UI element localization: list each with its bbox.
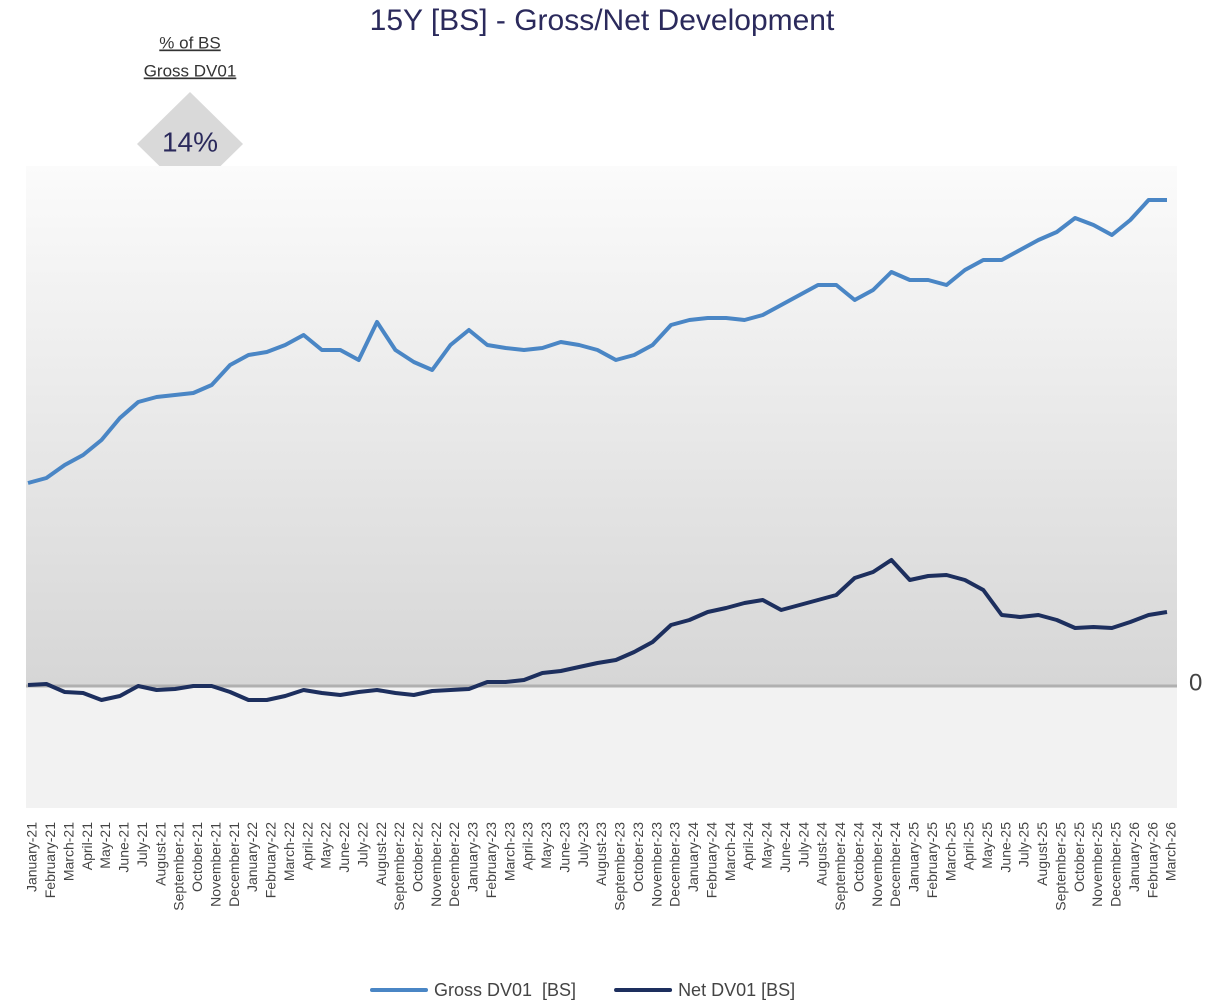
x-tick-label: November-21 — [207, 822, 223, 907]
x-tick-label: July-23 — [575, 822, 591, 867]
x-tick-label: September-25 — [1052, 822, 1068, 911]
x-tick-label: March-21 — [60, 822, 76, 881]
x-tick-label: April-25 — [961, 822, 977, 870]
chart-title: 15Y [BS] - Gross/Net Development — [370, 4, 835, 37]
x-tick-label: August-25 — [1034, 822, 1050, 886]
x-tick-label: August-23 — [593, 822, 609, 886]
x-tick-label: September-21 — [171, 822, 187, 911]
x-tick-label: December-23 — [667, 822, 683, 907]
x-tick-label: February-22 — [263, 822, 279, 898]
x-tick-label: October-22 — [409, 822, 425, 892]
x-tick-label: February-21 — [42, 822, 58, 898]
x-tick-label: May-23 — [538, 822, 554, 869]
x-tick-label: May-25 — [979, 822, 995, 869]
x-tick-label: January-22 — [244, 822, 260, 892]
x-tick-label: December-21 — [226, 822, 242, 907]
x-tick-label: March-26 — [1163, 822, 1179, 881]
x-tick-label: December-22 — [446, 822, 462, 907]
x-tick-label: February-24 — [703, 822, 719, 898]
x-tick-label: March-24 — [722, 822, 738, 881]
x-tick-label: September-24 — [832, 822, 848, 911]
x-tick-label: February-26 — [1144, 822, 1160, 898]
kpi-label: Gross DV01 — [144, 61, 237, 80]
series-line — [27, 198, 1167, 485]
x-tick-label: April-24 — [740, 822, 756, 870]
x-tick-label: March-22 — [281, 822, 297, 881]
x-tick-label: November-25 — [1089, 822, 1105, 907]
x-tick-label: February-23 — [483, 822, 499, 898]
x-tick-label: April-23 — [520, 822, 536, 870]
x-tick-label: August-22 — [373, 822, 389, 886]
x-tick-label: October-24 — [850, 822, 866, 892]
x-tick-label: December-24 — [887, 822, 903, 907]
x-tick-label: July-25 — [1016, 822, 1032, 867]
x-tick-label: January-25 — [906, 822, 922, 892]
x-tick-label: December-25 — [1108, 822, 1124, 907]
x-tick-label: May-22 — [318, 822, 334, 869]
plot-area-upper — [26, 166, 1177, 686]
x-tick-label: April-21 — [79, 822, 95, 870]
kpi-value: 14% — [162, 126, 218, 157]
x-tick-label: January-21 — [24, 822, 40, 892]
plot-area-lower — [26, 686, 1177, 808]
x-tick-label: October-25 — [1071, 822, 1087, 892]
x-tick-label: September-23 — [612, 822, 628, 911]
x-tick-label: June-23 — [556, 822, 572, 873]
x-tick-label: January-23 — [465, 822, 481, 892]
x-tick-label: August-21 — [152, 822, 168, 886]
legend-label: Gross DV01 [BS] — [434, 980, 576, 1000]
x-tick-label: November-22 — [428, 822, 444, 907]
x-tick-label: February-25 — [924, 822, 940, 898]
y-tick-label: 0 — [1189, 669, 1202, 696]
x-tick-label: October-23 — [630, 822, 646, 892]
x-tick-label: October-21 — [189, 822, 205, 892]
x-tick-label: July-22 — [354, 822, 370, 867]
x-tick-label: July-24 — [795, 822, 811, 867]
x-tick-label: June-25 — [997, 822, 1013, 873]
x-tick-label: November-24 — [869, 822, 885, 907]
series-line — [27, 558, 1168, 702]
x-tick-label: January-26 — [1126, 822, 1142, 892]
x-tick-label: September-22 — [391, 822, 407, 911]
x-tick-label: March-25 — [942, 822, 958, 881]
kpi-label: % of BS — [159, 33, 220, 52]
x-tick-label: March-23 — [501, 822, 517, 881]
x-tick-label: June-24 — [777, 822, 793, 873]
x-tick-label: May-21 — [97, 822, 113, 869]
x-tick-label: August-24 — [814, 822, 830, 886]
x-tick-label: November-23 — [648, 822, 664, 907]
legend-label: Net DV01 [BS] — [678, 980, 795, 1000]
x-tick-label: June-22 — [336, 822, 352, 873]
x-tick-label: July-21 — [134, 822, 150, 867]
x-tick-label: January-24 — [685, 822, 701, 892]
x-tick-label: June-21 — [116, 822, 132, 873]
x-tick-label: May-24 — [759, 822, 775, 869]
x-tick-label: April-22 — [299, 822, 315, 870]
